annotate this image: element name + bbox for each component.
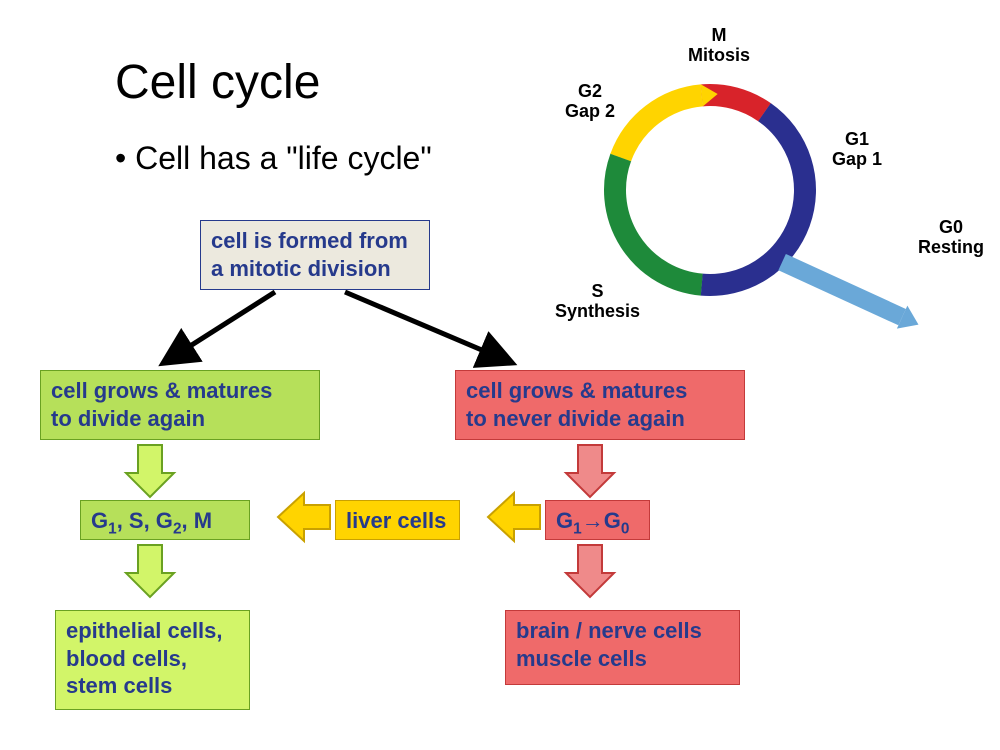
- page-title: Cell cycle: [115, 55, 320, 110]
- box-right2: G1→G0: [545, 500, 650, 540]
- cycle-label-S: SSynthesis: [555, 282, 640, 322]
- box-top: cell is formed froma mitotic division: [200, 220, 430, 290]
- box-left1: cell grows & maturesto divide again: [40, 370, 320, 440]
- box-right3: brain / nerve cellsmuscle cells: [505, 610, 740, 685]
- bullet-text: Cell has a "life cycle": [115, 140, 432, 177]
- box-left3: epithelial cells,blood cells,stem cells: [55, 610, 250, 710]
- cycle-label-G2: G2Gap 2: [565, 82, 615, 122]
- box-left2: G1, S, G2, M: [80, 500, 250, 540]
- box-mid: liver cells: [335, 500, 460, 540]
- cycle-label-M: MMitosis: [688, 26, 750, 66]
- cycle-label-G0: G0Resting: [918, 218, 984, 258]
- cycle-label-G1: G1Gap 1: [832, 130, 882, 170]
- box-right1: cell grows & matures to never divide aga…: [455, 370, 745, 440]
